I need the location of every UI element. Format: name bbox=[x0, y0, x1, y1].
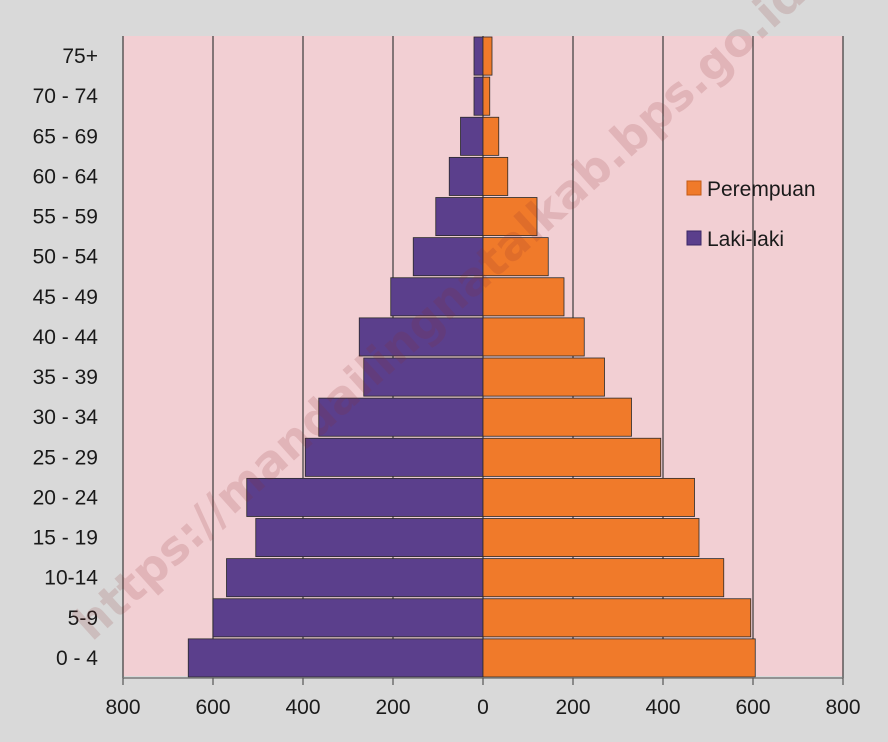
bar-perempuan-0 bbox=[482, 638, 756, 678]
y-category-label: 30 - 34 bbox=[33, 406, 99, 429]
y-category-label: 45 - 49 bbox=[33, 286, 98, 309]
bar-perempuan-13 bbox=[482, 116, 500, 156]
bar-perempuan-6 bbox=[482, 397, 632, 437]
y-category-label: 75+ bbox=[62, 45, 98, 68]
y-category-label: 65 - 69 bbox=[33, 125, 98, 148]
bar-perempuan-11 bbox=[482, 197, 538, 237]
bar-perempuan-8 bbox=[482, 317, 585, 357]
x-tick-label: 200 bbox=[375, 696, 410, 719]
x-tick-label: 0 bbox=[477, 696, 489, 719]
bar-laki-laki-5 bbox=[304, 437, 484, 477]
y-category-label: 0 - 4 bbox=[56, 647, 98, 670]
legend-swatch-laki-laki bbox=[686, 230, 702, 246]
bar-laki-laki-15 bbox=[473, 36, 484, 76]
legend: Perempuan Laki-laki bbox=[686, 178, 816, 251]
y-category-label: 35 - 39 bbox=[33, 366, 98, 389]
bar-laki-laki-1 bbox=[212, 598, 484, 638]
x-axis-ticks: 800 600 400 200 0 200 400 600 800 bbox=[105, 678, 861, 719]
bar-perempuan-9 bbox=[482, 277, 565, 317]
bar-laki-laki-3 bbox=[255, 518, 484, 558]
bar-perempuan-4 bbox=[482, 477, 695, 517]
x-tick-label: 400 bbox=[285, 696, 320, 719]
bar-perempuan-14 bbox=[482, 76, 491, 116]
y-category-label: 50 - 54 bbox=[33, 246, 99, 269]
bar-perempuan-5 bbox=[482, 437, 662, 477]
legend-label-perempuan: Perempuan bbox=[707, 178, 816, 201]
bar-laki-laki-11 bbox=[435, 197, 484, 237]
bar-laki-laki-6 bbox=[318, 397, 484, 437]
bar-perempuan-1 bbox=[482, 598, 752, 638]
bar-perempuan-10 bbox=[482, 237, 549, 277]
y-category-label: 10-14 bbox=[44, 567, 98, 590]
bar-perempuan-7 bbox=[482, 357, 605, 397]
x-tick-label: 200 bbox=[555, 696, 590, 719]
y-category-label: 60 - 64 bbox=[33, 165, 99, 188]
bar-laki-laki-10 bbox=[412, 237, 484, 277]
y-axis-labels: 0 - 4 5-9 10-14 15 - 19 20 - 24 25 - 29 30 - 3… bbox=[33, 45, 99, 670]
x-tick-label: 600 bbox=[195, 696, 230, 719]
y-category-label: 15 - 19 bbox=[33, 527, 98, 550]
y-category-label: 5-9 bbox=[68, 607, 98, 630]
bar-perempuan-3 bbox=[482, 518, 700, 558]
bar-laki-laki-7 bbox=[363, 357, 484, 397]
bar-laki-laki-13 bbox=[460, 116, 484, 156]
x-tick-label: 800 bbox=[825, 696, 860, 719]
bar-laki-laki-4 bbox=[246, 477, 484, 517]
x-tick-label: 600 bbox=[735, 696, 770, 719]
y-category-label: 70 - 74 bbox=[33, 85, 99, 108]
bar-laki-laki-2 bbox=[226, 558, 484, 598]
y-category-label: 25 - 29 bbox=[33, 446, 98, 469]
bar-perempuan-2 bbox=[482, 558, 725, 598]
y-category-label: 20 - 24 bbox=[33, 486, 99, 509]
bar-laki-laki-14 bbox=[473, 76, 484, 116]
y-category-label: 40 - 44 bbox=[33, 326, 99, 349]
x-tick-label: 400 bbox=[645, 696, 680, 719]
bars bbox=[187, 36, 756, 678]
y-category-label: 55 - 59 bbox=[33, 206, 98, 229]
bar-laki-laki-9 bbox=[390, 277, 484, 317]
bar-laki-laki-0 bbox=[187, 638, 484, 678]
legend-swatch-perempuan bbox=[686, 180, 702, 196]
bar-perempuan-12 bbox=[482, 156, 509, 196]
legend-label-laki-laki: Laki-laki bbox=[707, 228, 784, 251]
bar-laki-laki-8 bbox=[358, 317, 484, 357]
x-tick-label: 800 bbox=[105, 696, 140, 719]
bar-laki-laki-12 bbox=[448, 156, 484, 196]
bar-perempuan-15 bbox=[482, 36, 493, 76]
